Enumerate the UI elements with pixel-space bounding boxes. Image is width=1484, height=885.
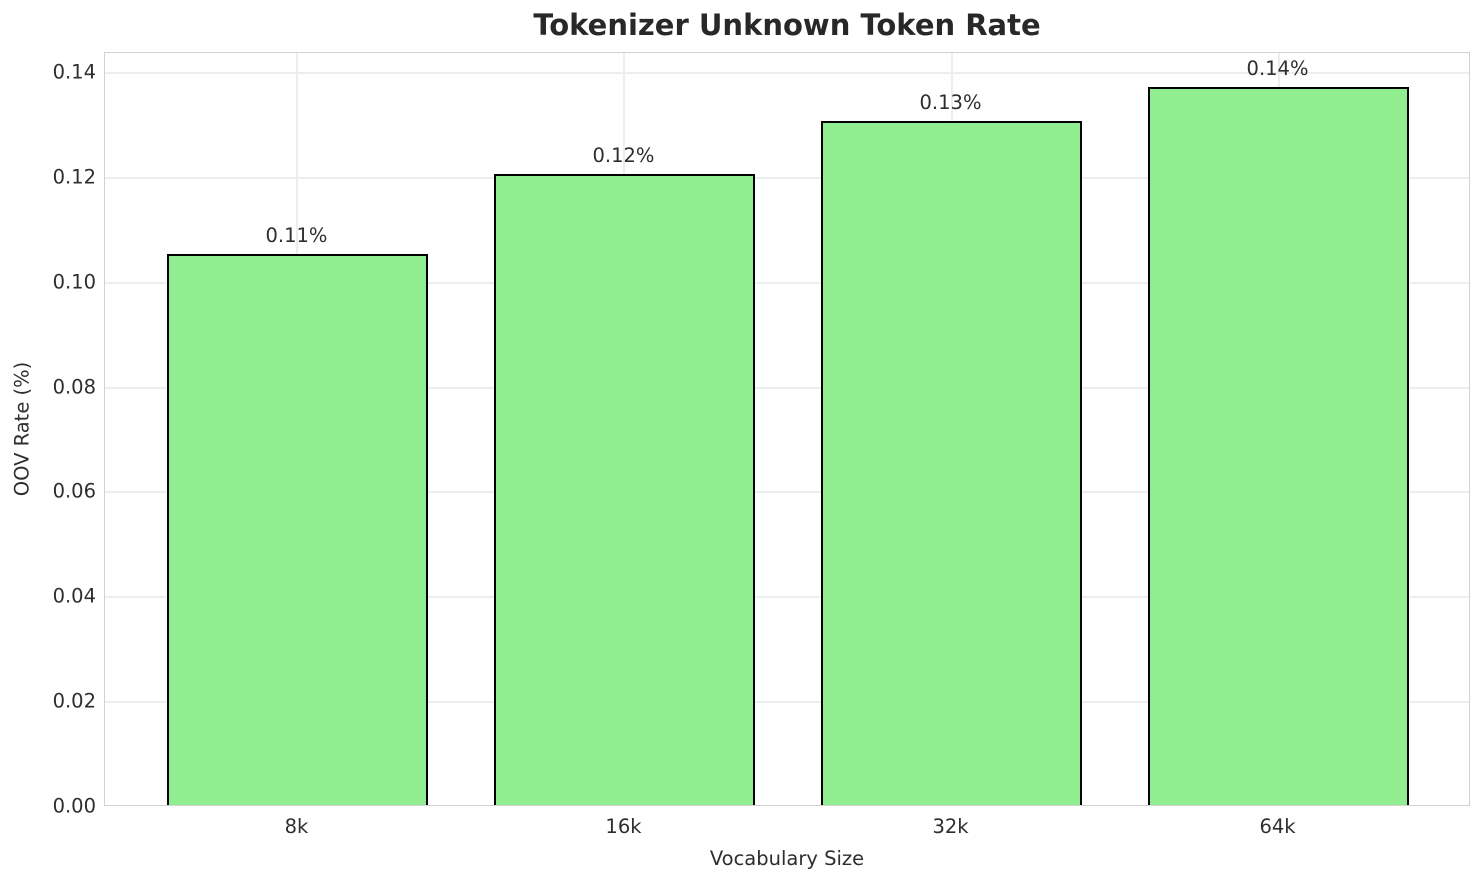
chart-title: Tokenizer Unknown Token Rate bbox=[533, 8, 1041, 42]
y-axis: OOV Rate (%) bbox=[0, 0, 44, 858]
gridline-horizontal bbox=[105, 71, 1469, 74]
y-tick-label: 0.10 bbox=[52, 270, 96, 294]
y-tick-label: 0.00 bbox=[52, 794, 96, 818]
x-tick-label: 8k bbox=[284, 815, 309, 838]
x-axis-label: Vocabulary Size bbox=[709, 847, 865, 870]
y-tick-label: 0.08 bbox=[52, 375, 96, 399]
y-tick-label: 0.14 bbox=[52, 60, 96, 84]
gridline-horizontal bbox=[105, 281, 1469, 284]
bar-value-label: 0.11% bbox=[265, 224, 328, 248]
plot-area bbox=[104, 52, 1470, 806]
gridline-horizontal bbox=[105, 491, 1469, 494]
y-tick-label: 0.04 bbox=[52, 584, 96, 608]
bar-value-label: 0.14% bbox=[1246, 57, 1309, 81]
bar-16k bbox=[493, 174, 756, 805]
y-tick-label: 0.02 bbox=[52, 689, 96, 713]
bar-value-label: 0.12% bbox=[592, 144, 655, 168]
y-axis-label: OOV Rate (%) bbox=[10, 361, 34, 497]
bar-value-label: 0.13% bbox=[919, 91, 982, 115]
x-tick-label: 16k bbox=[605, 815, 642, 838]
y-tick-label: 0.06 bbox=[52, 479, 96, 503]
bar-8k bbox=[166, 254, 429, 805]
gridline-horizontal bbox=[105, 596, 1469, 599]
x-tick-label: 64k bbox=[1259, 815, 1296, 838]
x-tick-label: 32k bbox=[932, 815, 969, 838]
gridline-horizontal bbox=[105, 386, 1469, 389]
y-tick-label: 0.12 bbox=[52, 165, 96, 189]
bar-32k bbox=[820, 121, 1083, 805]
bar-64k bbox=[1147, 87, 1410, 805]
gridline-horizontal bbox=[105, 176, 1469, 179]
gridline-horizontal bbox=[105, 701, 1469, 704]
